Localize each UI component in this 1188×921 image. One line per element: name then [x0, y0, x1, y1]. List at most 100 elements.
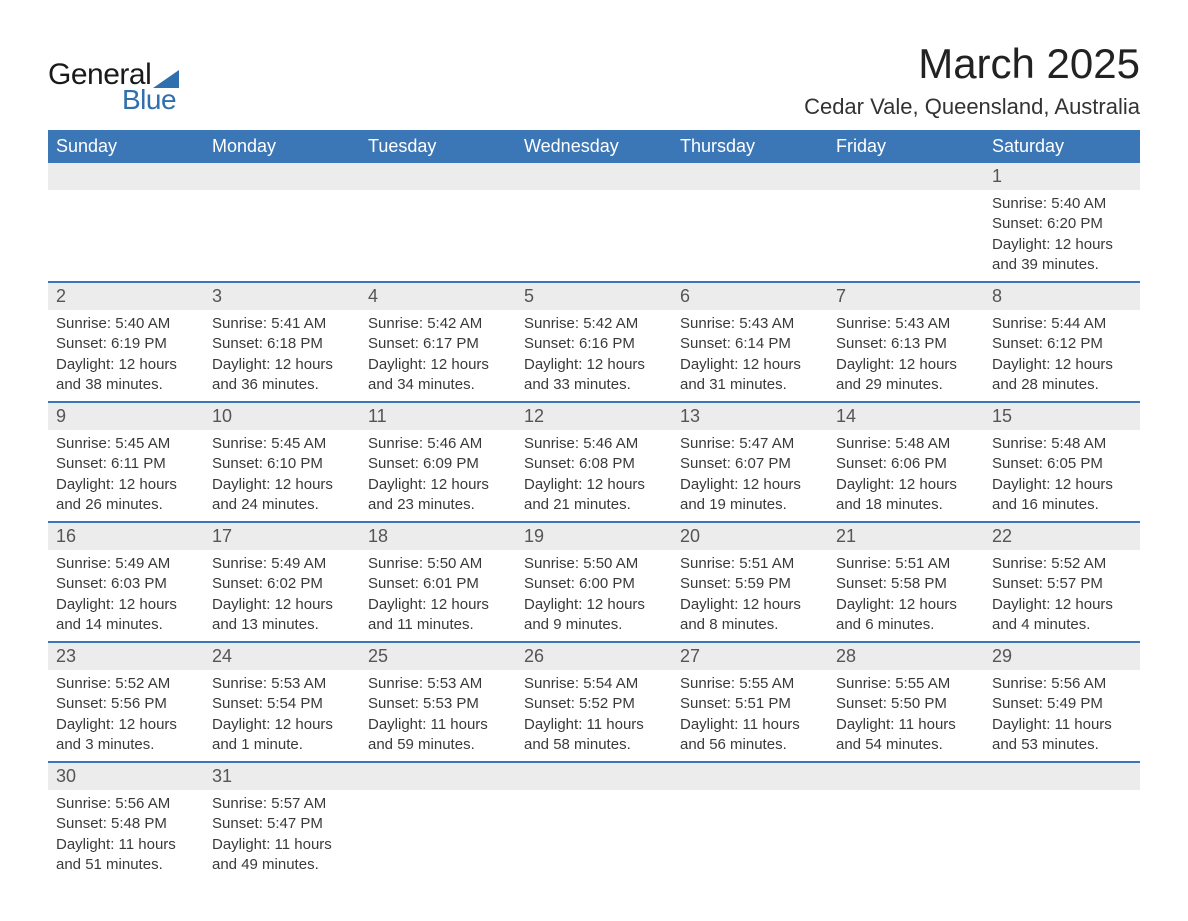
day-body: Sunrise: 5:51 AMSunset: 5:58 PMDaylight:… [828, 550, 984, 641]
sunset-text: Sunset: 6:16 PM [524, 334, 664, 354]
col-friday: Friday [828, 130, 984, 163]
sunrise-text: Sunrise: 5:52 AM [56, 674, 196, 694]
calendar-cell [672, 762, 828, 881]
daylight-text: Daylight: 11 hours and 58 minutes. [524, 715, 664, 756]
logo-text-blue: Blue [122, 84, 179, 116]
col-tuesday: Tuesday [360, 130, 516, 163]
daylight-text: Daylight: 12 hours and 39 minutes. [992, 235, 1132, 276]
calendar-cell: 9Sunrise: 5:45 AMSunset: 6:11 PMDaylight… [48, 402, 204, 522]
sunrise-text: Sunrise: 5:41 AM [212, 314, 352, 334]
calendar-cell: 22Sunrise: 5:52 AMSunset: 5:57 PMDayligh… [984, 522, 1140, 642]
day-body [828, 790, 984, 800]
day-number [828, 763, 984, 790]
calendar-week-row: 30Sunrise: 5:56 AMSunset: 5:48 PMDayligh… [48, 762, 1140, 881]
daylight-text: Daylight: 12 hours and 36 minutes. [212, 355, 352, 396]
sunset-text: Sunset: 6:20 PM [992, 214, 1132, 234]
calendar-table: Sunday Monday Tuesday Wednesday Thursday… [48, 130, 1140, 881]
daylight-text: Daylight: 12 hours and 24 minutes. [212, 475, 352, 516]
sunrise-text: Sunrise: 5:48 AM [992, 434, 1132, 454]
day-number [360, 763, 516, 790]
sunrise-text: Sunrise: 5:40 AM [56, 314, 196, 334]
calendar-cell [516, 762, 672, 881]
day-number [672, 163, 828, 190]
day-body [360, 790, 516, 800]
day-body: Sunrise: 5:44 AMSunset: 6:12 PMDaylight:… [984, 310, 1140, 401]
daylight-text: Daylight: 12 hours and 8 minutes. [680, 595, 820, 636]
day-body: Sunrise: 5:41 AMSunset: 6:18 PMDaylight:… [204, 310, 360, 401]
sunrise-text: Sunrise: 5:49 AM [212, 554, 352, 574]
sunrise-text: Sunrise: 5:53 AM [368, 674, 508, 694]
calendar-cell: 28 Sunrise: 5:55 AMSunset: 5:50 PMDayligh… [828, 642, 984, 762]
calendar-cell: 2Sunrise: 5:40 AMSunset: 6:19 PMDaylight… [48, 282, 204, 402]
day-body: Sunrise: 5:40 AMSunset: 6:19 PMDaylight:… [48, 310, 204, 401]
daylight-text: Daylight: 12 hours and 28 minutes. [992, 355, 1132, 396]
daylight-text: Daylight: 12 hours and 19 minutes. [680, 475, 820, 516]
day-number [204, 163, 360, 190]
sunset-text: Sunset: 5:56 PM [56, 694, 196, 714]
daylight-text: Daylight: 11 hours and 59 minutes. [368, 715, 508, 756]
calendar-cell: 19Sunrise: 5:50 AMSunset: 6:00 PMDayligh… [516, 522, 672, 642]
sunset-text: Sunset: 5:50 PM [836, 694, 976, 714]
daylight-text: Daylight: 11 hours and 51 minutes. [56, 835, 196, 876]
calendar-week-row: 9Sunrise: 5:45 AMSunset: 6:11 PMDaylight… [48, 402, 1140, 522]
day-number: 17 [204, 523, 360, 550]
day-number: 25 [360, 643, 516, 670]
day-body [360, 190, 516, 200]
daylight-text: Daylight: 12 hours and 21 minutes. [524, 475, 664, 516]
day-number: 29 [984, 643, 1140, 670]
calendar-cell: 26 Sunrise: 5:54 AMSunset: 5:52 PMDayligh… [516, 642, 672, 762]
sunrise-text: Sunrise: 5:51 AM [836, 554, 976, 574]
page-subtitle: Cedar Vale, Queensland, Australia [804, 94, 1140, 120]
calendar-cell: 10Sunrise: 5:45 AMSunset: 6:10 PMDayligh… [204, 402, 360, 522]
calendar-cell: 16Sunrise: 5:49 AMSunset: 6:03 PMDayligh… [48, 522, 204, 642]
calendar-week-row: 16Sunrise: 5:49 AMSunset: 6:03 PMDayligh… [48, 522, 1140, 642]
sunset-text: Sunset: 5:59 PM [680, 574, 820, 594]
sunrise-text: Sunrise: 5:54 AM [524, 674, 664, 694]
day-number [828, 163, 984, 190]
day-number: 8 [984, 283, 1140, 310]
sunrise-text: Sunrise: 5:42 AM [524, 314, 664, 334]
day-body: Sunrise: 5:43 AMSunset: 6:14 PMDaylight:… [672, 310, 828, 401]
sunrise-text: Sunrise: 5:50 AM [368, 554, 508, 574]
calendar-cell [48, 163, 204, 282]
day-body: Sunrise: 5:49 AMSunset: 6:02 PMDaylight:… [204, 550, 360, 641]
day-number: 3 [204, 283, 360, 310]
day-number: 20 [672, 523, 828, 550]
daylight-text: Daylight: 12 hours and 23 minutes. [368, 475, 508, 516]
calendar-cell: 30Sunrise: 5:56 AMSunset: 5:48 PMDayligh… [48, 762, 204, 881]
sunrise-text: Sunrise: 5:48 AM [836, 434, 976, 454]
calendar-cell: 29Sunrise: 5:56 AMSunset: 5:49 PMDayligh… [984, 642, 1140, 762]
day-number: 13 [672, 403, 828, 430]
calendar-cell: 14Sunrise: 5:48 AMSunset: 6:06 PMDayligh… [828, 402, 984, 522]
sunrise-text: Sunrise: 5:45 AM [56, 434, 196, 454]
sunrise-text: Sunrise: 5:50 AM [524, 554, 664, 574]
calendar-cell: 8Sunrise: 5:44 AMSunset: 6:12 PMDaylight… [984, 282, 1140, 402]
sunset-text: Sunset: 5:52 PM [524, 694, 664, 714]
day-number: 22 [984, 523, 1140, 550]
sunset-text: Sunset: 6:08 PM [524, 454, 664, 474]
sunrise-text: Sunrise: 5:57 AM [212, 794, 352, 814]
sunrise-text: Sunrise: 5:49 AM [56, 554, 196, 574]
calendar-cell: 17Sunrise: 5:49 AMSunset: 6:02 PMDayligh… [204, 522, 360, 642]
sunset-text: Sunset: 5:48 PM [56, 814, 196, 834]
day-number: 10 [204, 403, 360, 430]
sunrise-text: Sunrise: 5:56 AM [56, 794, 196, 814]
day-number: 26 [516, 643, 672, 670]
day-number: 6 [672, 283, 828, 310]
sunrise-text: Sunrise: 5:55 AM [836, 674, 976, 694]
page-title: March 2025 [804, 40, 1140, 88]
col-thursday: Thursday [672, 130, 828, 163]
day-number: 24 [204, 643, 360, 670]
daylight-text: Daylight: 11 hours and 54 minutes. [836, 715, 976, 756]
day-body: Sunrise: 5:48 AMSunset: 6:05 PMDaylight:… [984, 430, 1140, 521]
day-body: Sunrise: 5:43 AMSunset: 6:13 PMDaylight:… [828, 310, 984, 401]
sunrise-text: Sunrise: 5:46 AM [524, 434, 664, 454]
calendar-cell [360, 762, 516, 881]
daylight-text: Daylight: 12 hours and 9 minutes. [524, 595, 664, 636]
daylight-text: Daylight: 11 hours and 49 minutes. [212, 835, 352, 876]
day-number: 28 [828, 643, 984, 670]
sunrise-text: Sunrise: 5:44 AM [992, 314, 1132, 334]
sunrise-text: Sunrise: 5:43 AM [680, 314, 820, 334]
day-body: Sunrise: 5:46 AMSunset: 6:08 PMDaylight:… [516, 430, 672, 521]
daylight-text: Daylight: 12 hours and 34 minutes. [368, 355, 508, 396]
